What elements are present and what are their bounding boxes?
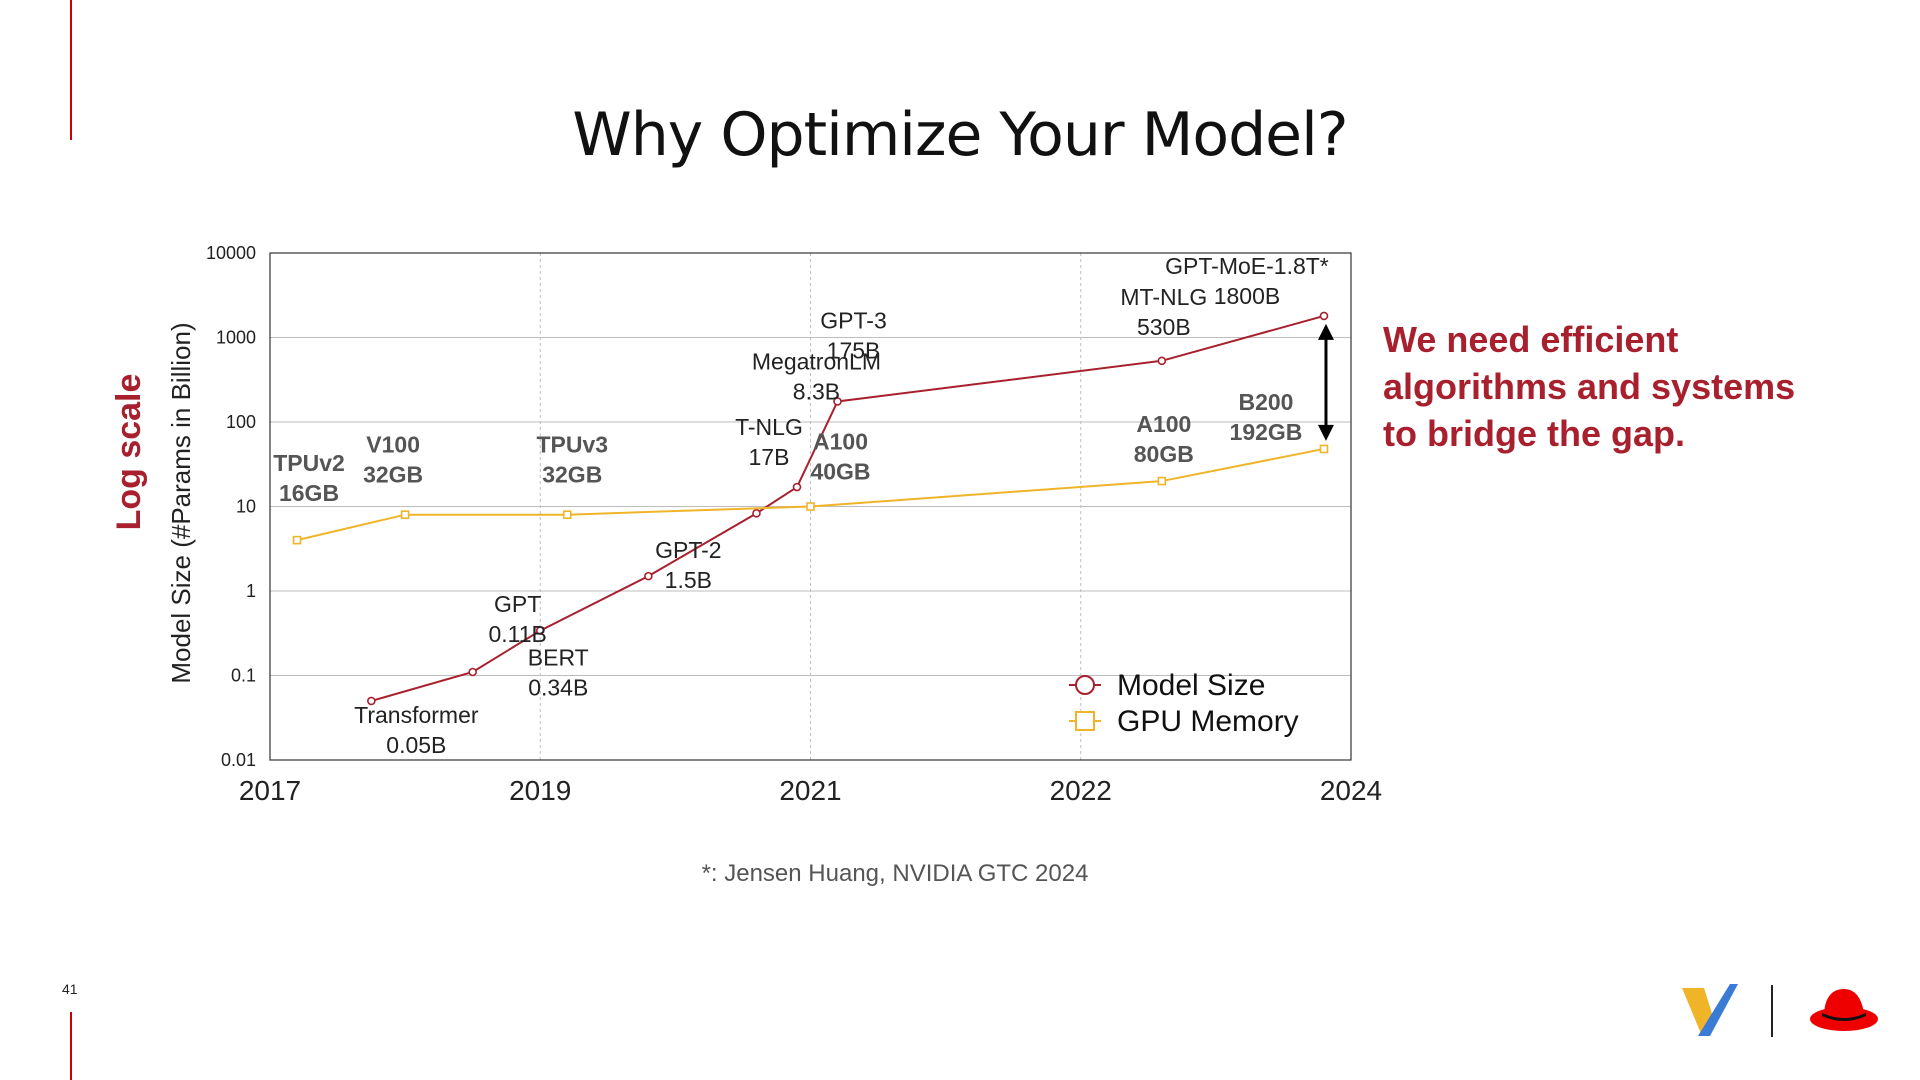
series xyxy=(292,311,1329,706)
gpu-memory-point-label: 32GB xyxy=(363,462,423,488)
x-tick-label: 2024 xyxy=(1320,775,1382,806)
model-size-point xyxy=(833,397,842,406)
y-tick-label: 10000 xyxy=(206,243,256,263)
model-size-point xyxy=(535,626,545,635)
gpu-memory-point xyxy=(292,535,302,545)
model-size-point-label: BERT xyxy=(528,645,589,671)
gap-arrow xyxy=(1317,323,1334,441)
model-size-point-label: T-NLG xyxy=(735,414,803,440)
model-size-point xyxy=(644,571,653,581)
y-axis-emphasis-label: Log scale xyxy=(110,374,148,531)
accent-line-top xyxy=(70,0,72,140)
legend-square-icon xyxy=(1075,711,1095,731)
model-size-point-label: GPT-MoE-1.8T* xyxy=(1165,253,1329,279)
callout-line-2: algorithms and systems xyxy=(1383,366,1796,407)
accent-line-bottom xyxy=(70,1012,72,1080)
x-tick-label: 2019 xyxy=(509,775,571,806)
y-tick-label: 10 xyxy=(236,497,256,517)
y-tick-label: 1000 xyxy=(216,328,256,348)
model-size-point-label: GPT-2 xyxy=(655,537,721,563)
gpu-memory-point xyxy=(1157,476,1167,486)
gpu-memory-point-label: 32GB xyxy=(542,462,602,488)
model-size-point-label: GPT-3 xyxy=(820,307,886,333)
model-size-point xyxy=(1157,356,1167,366)
model-size-point xyxy=(752,509,761,518)
model-size-point-label: MT-NLG xyxy=(1120,284,1207,310)
gpu-memory-point-label: 80GB xyxy=(1134,441,1194,467)
model-size-point-label: 0.34B xyxy=(528,675,588,701)
slide-title: Why Optimize Your Model? xyxy=(572,100,1348,170)
model-size-point xyxy=(367,696,376,706)
gpu-memory-point-label: A100 xyxy=(813,429,868,455)
model-size-point-label: 0.05B xyxy=(386,732,446,758)
v-logo-icon xyxy=(1682,984,1738,1036)
page-number: 41 xyxy=(62,981,78,997)
model-size-point xyxy=(1319,311,1329,321)
model-size-point-label: MegatronLM xyxy=(752,348,881,374)
y-tick-label: 1 xyxy=(246,581,256,601)
gpu-memory-point-label: TPUv2 xyxy=(273,450,345,476)
gpu-memory-point-label: V100 xyxy=(366,432,420,458)
model-size-point xyxy=(468,667,477,677)
gpu-memory-point-label: 40GB xyxy=(810,459,870,485)
red-hat-logo-icon xyxy=(1810,989,1878,1031)
model-size-point-label: 0.11B xyxy=(488,621,546,647)
gpu-memory-point-label: 16GB xyxy=(279,480,339,506)
y-tick-label: 0.01 xyxy=(221,750,256,770)
gpu-memory-point-label: TPUv3 xyxy=(536,432,608,458)
grid-lines xyxy=(270,253,1351,760)
model-size-point-label: 1800B xyxy=(1214,283,1281,309)
model-size-point-label: 530B xyxy=(1137,314,1191,340)
legend-circle-icon xyxy=(1075,675,1095,695)
legend-label: Model Size xyxy=(1117,669,1265,702)
x-tick-label: 2017 xyxy=(239,775,301,806)
gpu-memory-point-label: 192GB xyxy=(1230,419,1303,445)
model-size-point-label: GPT xyxy=(494,591,541,617)
legend-label: GPU Memory xyxy=(1117,705,1299,738)
model-size-point-label: 8.3B xyxy=(793,378,840,404)
axes: 0.01 0.1 1 10 100 1000 10000 2017 2019 2021 2022 20… xyxy=(206,243,1382,806)
plot-frame xyxy=(269,252,1352,761)
y-tick-label: 100 xyxy=(226,412,256,432)
model-size-vs-gpu-memory-chart: 0.01 0.1 1 10 100 1000 10000 2017 2019 2021 2022 20… xyxy=(110,243,1382,806)
callout-line-3: to bridge the gap. xyxy=(1383,413,1685,454)
model-size-point-label: 17B xyxy=(749,444,790,470)
gpu-memory-point xyxy=(400,510,410,519)
model-size-point-label: Transformer xyxy=(354,702,479,728)
series-line-gpu-memory xyxy=(296,447,1325,542)
footnote-text: *: Jensen Huang, NVIDIA GTC 2024 xyxy=(701,860,1089,887)
gpu-memory-point xyxy=(806,502,815,511)
footnote: *: Jensen Huang, NVIDIA GTC 2024 xyxy=(0,860,1920,888)
model-size-point-label: 175B xyxy=(827,337,881,363)
x-tick-label: 2021 xyxy=(779,775,841,806)
gpu-memory-point xyxy=(1319,444,1329,454)
gpu-memory-point-label: A100 xyxy=(1136,411,1191,437)
model-size-point xyxy=(792,482,802,492)
model-size-point-label: 1.5B xyxy=(665,567,712,593)
callout-line-1: We need efficient xyxy=(1383,319,1679,360)
gap-arrow-head-down xyxy=(1317,424,1334,441)
gap-arrow-head-up xyxy=(1317,323,1334,340)
gpu-memory-point xyxy=(562,510,572,519)
logo-separator xyxy=(1771,985,1773,1037)
y-tick-label: 0.1 xyxy=(231,666,256,686)
x-tick-label: 2022 xyxy=(1050,775,1112,806)
y-axis-label: Model Size (#Params in Billion) xyxy=(166,322,196,683)
gpu-memory-point-label: B200 xyxy=(1238,389,1293,415)
gap-callout: We need efficient algorithms and systems… xyxy=(1383,316,1863,457)
